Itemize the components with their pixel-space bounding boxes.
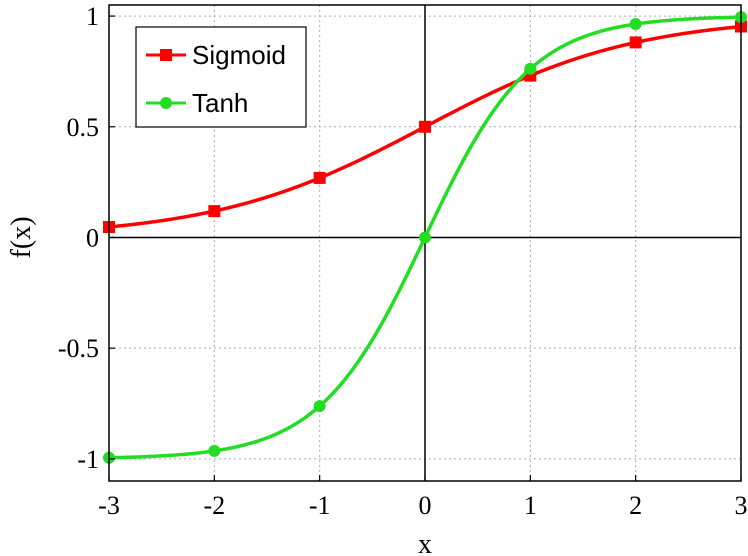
x-tick-label: -3 [98,491,120,520]
x-axis-label: x [418,529,432,556]
data-point-tanh [524,62,537,75]
y-tick-label: 1 [86,2,99,31]
data-point-tanh [313,400,326,413]
legend-label-tanh: Tanh [192,88,248,118]
y-tick-label: 0 [86,223,99,252]
data-point-sigmoid [208,205,221,218]
data-point-tanh [208,444,221,457]
x-tick-label: -2 [203,491,225,520]
legend-marker-tanh [160,97,172,109]
data-point-sigmoid [629,36,642,49]
series-layer [103,11,747,464]
x-tick-label: 3 [735,491,748,520]
data-point-tanh [419,231,431,244]
legend-marker-sigmoid [160,49,172,61]
x-tick-label: 0 [419,491,432,520]
y-axis-label: f(x) [6,216,37,258]
x-tick-label: 2 [629,491,642,520]
x-tick-label: -1 [309,491,331,520]
legend-box [135,26,307,128]
y-tick-label: -0.5 [58,334,99,363]
tick-labels: -3 -2 -1 0 1 2 3 -1 -0.5 0 0.5 1 [58,2,748,520]
legend: Sigmoid Tanh [135,26,307,128]
y-tick-label: -1 [77,445,99,474]
data-point-tanh [629,18,642,31]
data-point-sigmoid [419,120,431,133]
x-tick-label: 1 [524,491,537,520]
y-tick-label: 0.5 [67,113,100,142]
legend-label-sigmoid: Sigmoid [192,40,286,70]
data-point-sigmoid [313,171,326,184]
